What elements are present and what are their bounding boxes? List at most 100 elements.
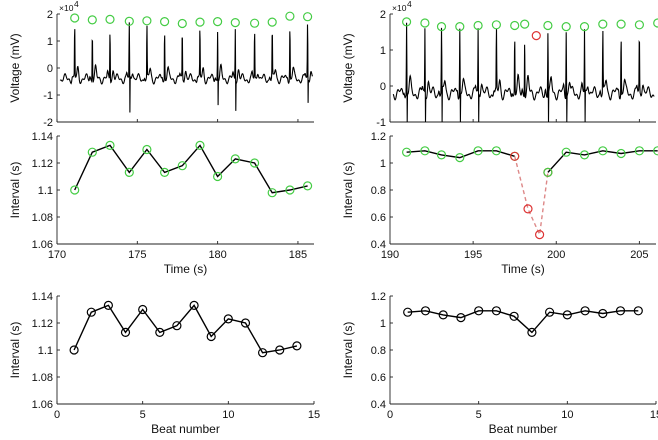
ecg-right-series-1-point-6 [510,20,520,31]
ecg-left-series-1-point-4 [142,16,152,26]
ecg-right-series-1-point-8 [543,20,553,31]
interval-time-left-series-0-point-3 [124,167,134,177]
interval-beat-left-series-0-point-2 [103,300,114,310]
interval-time-left-xtick-label-0: 170 [48,249,66,261]
interval-beat-left-x-label: Beat number [151,422,220,436]
ecg-left-exponent-power: 4 [74,0,79,9]
interval-time-right-series-0-point-5 [491,146,501,156]
interval-time-left-ytick-label-2: 1.1 [38,185,53,197]
interval-time-left-ytick-label-0: 1.06 [32,239,53,251]
interval-time-right-series-1-line [514,156,549,238]
interval-time-left-series-0-point-10 [250,158,260,168]
interval-beat-right-xtick-label-3: 15 [650,409,658,421]
interval-time-right-series-2-point-0 [543,167,553,177]
interval-beat-left-series-0-point-4 [138,304,148,315]
interval-beat-left-ytick-label-4: 1.14 [32,291,53,303]
interval-time-right-series-2-point-2 [579,150,590,160]
interval-beat-right-xtick-label-2: 10 [561,409,573,421]
interval-time-right-y-label: Interval (s) [341,162,355,219]
interval-time-left-series-0-line [74,144,308,194]
interval-beat-left-series-0-point-10 [240,318,251,328]
ecg-left-series-1-point-5 [160,17,170,27]
interval-beat-right-xtick-label-1: 5 [476,409,482,421]
interval-beat-right-series-0-point-11 [598,308,608,319]
interval-beat-right-series-0-point-0 [403,307,413,317]
interval-beat-left-series-0-point-7 [189,300,199,310]
ecg-left-series-1-point-3 [124,16,134,26]
ecg-right-ytick-label-2: 1 [380,45,386,57]
interval-time-left-ytick-label-1: 1.08 [32,212,53,224]
ecg-left-series-1-point-9 [230,18,240,28]
ecg-right-series-1-point-0 [402,17,412,27]
interval-beat-left-series-0-point-5 [155,327,165,337]
interval-time-left-series-0-point-13 [303,181,313,191]
interval-beat-right-series-0-point-9 [562,310,572,320]
interval-time-right-x-label: Time (s) [501,262,545,276]
interval-time-left-series-0-point-9 [230,154,240,164]
ecg-right-series-2-point-0 [531,30,541,41]
interval-beat-left-series-0-point-12 [275,345,285,355]
interval-time-right-xtick-label-3: 205 [630,249,648,261]
interval-beat-left-ytick-label-3: 1.12 [32,318,53,330]
interval-beat-right-series-0-point-3 [456,313,466,323]
interval-time-left-series-0-point-4 [142,144,152,155]
ecg-left-series-1-point-7 [195,17,205,27]
interval-beat-left-ytick-label-2: 1.1 [38,345,53,357]
interval-time-right-series-0-point-0 [402,147,412,157]
interval-beat-right-y-label: Interval (s) [341,322,355,379]
ecg-left-series-1-point-10 [250,18,260,28]
interval-beat-left-xtick-label-2: 10 [222,409,234,421]
interval-beat-right-ytick-label-4: 1.2 [371,291,386,303]
interval-beat-right-series-0-point-12 [615,306,626,316]
interval-beat-left-series-0-point-0 [69,345,79,355]
interval-time-right-series-2-point-3 [598,146,608,156]
ecg-right-series-1-point-4 [473,20,483,31]
ecg-right-series-1-point-11 [598,19,608,29]
interval-beat-left-series-0-point-1 [86,307,96,317]
interval-beat-right-ytick-label-1: 0.6 [371,372,386,384]
interval-time-left-series-0-point-5 [160,167,170,177]
interval-time-right-ytick-label-2: 0.8 [371,185,386,197]
interval-beat-right-series-0-point-8 [544,307,555,317]
ecg-left-series-0-trace [59,22,313,113]
interval-beat-right-x-label: Beat number [489,422,558,436]
interval-beat-right-series-0-point-5 [491,306,501,316]
interval-beat-left-series-0-point-13 [292,341,302,351]
ecg-left-series-1-point-13 [303,12,313,22]
ecg-right-series-0-trace [392,22,655,123]
interval-time-right-xtick-label-2: 200 [547,249,565,261]
ecg-left-series-1-point-0 [70,13,80,23]
ecg-left-series-1-point-1 [87,15,97,25]
interval-beat-right-xtick-label-0: 0 [387,409,393,421]
interval-time-right-series-0-point-2 [436,150,447,160]
interval-beat-right-series-0-point-10 [580,306,590,316]
interval-time-left-xtick-label-2: 180 [208,249,226,261]
interval-beat-left-xtick-label-3: 15 [308,409,320,421]
interval-time-right-ytick-label-3: 1 [380,158,386,170]
ecg-right-series-1-point-3 [455,22,465,32]
ecg-right-exponent-base: ×10 [392,3,407,13]
interval-time-right-series-2-point-1 [561,147,571,157]
ecg-right-series-1-point-13 [634,20,645,30]
ecg-right-ytick-label-3: 2 [380,9,386,21]
interval-time-left-xtick-label-1: 175 [128,249,146,261]
ecg-left-ytick-label-2: 0 [47,63,53,75]
interval-time-right-series-0-point-1 [420,146,430,156]
interval-beat-right-series-0-line [407,310,639,334]
interval-time-left-series-0-point-1 [87,147,97,157]
interval-time-right-ytick-label-0: 0.4 [371,239,386,251]
interval-time-left-xtick-label-3: 185 [289,249,307,261]
ecg-right-y-label: Voltage (mV) [341,33,355,102]
ecg-left-ytick-label-1: -1 [43,90,53,102]
interval-beat-right-series-0-point-1 [420,306,431,316]
interval-time-left-x-label: Time (s) [164,262,208,276]
interval-time-right-series-0-line [406,150,515,159]
ecg-right-series-1-point-9 [561,22,571,32]
interval-beat-left-series-0-point-11 [258,348,268,358]
ecg-left-ytick-label-0: -2 [43,117,53,129]
interval-beat-left-xtick-label-0: 0 [54,409,60,421]
interval-time-right-xtick-label-0: 190 [381,249,399,261]
interval-time-right-series-2-point-5 [634,146,645,156]
ecg-right-series-1-point-1 [420,18,430,28]
interval-time-right-series-2-line [547,150,658,173]
